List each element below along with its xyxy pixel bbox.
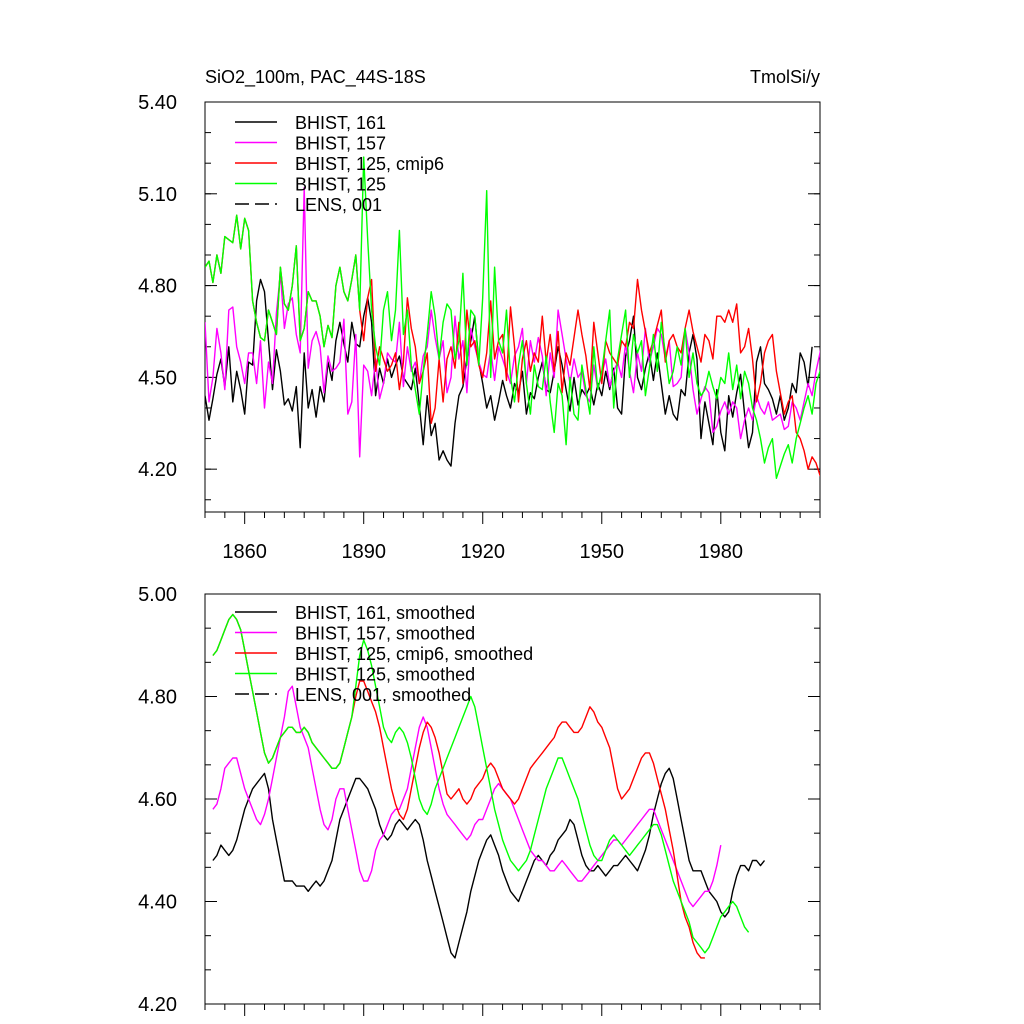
y-tick-label: 4.80 bbox=[138, 276, 177, 298]
y-tick-label: 4.80 bbox=[138, 687, 177, 709]
legend-label: LENS, 001, smoothed bbox=[295, 685, 471, 705]
x-tick-label: 1860 bbox=[222, 541, 267, 563]
y-tick-label: 4.40 bbox=[138, 892, 177, 914]
y-tick-label: 5.40 bbox=[138, 92, 177, 114]
series-line-4 bbox=[205, 156, 820, 479]
series-line-4 bbox=[212, 613, 750, 954]
x-tick-label: 1890 bbox=[341, 541, 386, 563]
top-title-left: SiO2_100m, PAC_44S-18S bbox=[205, 67, 426, 88]
top-plot-area: 4.20 4.50 4.80 5.10 5.40 1860 1890 1920 1950 1980… bbox=[138, 92, 821, 563]
y-tick-label: 4.20 bbox=[138, 994, 177, 1016]
x-tick-label: 1980 bbox=[699, 541, 744, 563]
legend-label: BHIST, 125, cmip6, smoothed bbox=[295, 644, 533, 664]
x-tick-label: 1920 bbox=[460, 541, 505, 563]
top-panel: SiO2_100m, PAC_44S-18S TmolSi/y 4.20 4.50… bbox=[138, 67, 821, 563]
series-line-1 bbox=[212, 767, 766, 959]
y-tick-label: 4.50 bbox=[138, 367, 177, 389]
plot-frame bbox=[204, 101, 821, 513]
bottom-plot-area: 4.20 4.40 4.60 4.80 5.00 BHIST, 161, smoothed… bbox=[138, 584, 821, 1016]
bottom-panel: 4.20 4.40 4.60 4.80 5.00 BHIST, 161, smoothed… bbox=[138, 584, 821, 1016]
y-tick-label: 5.00 bbox=[138, 584, 177, 606]
y-tick-label: 5.10 bbox=[138, 184, 177, 206]
legend-label: BHIST, 125, cmip6 bbox=[295, 154, 444, 174]
legend-label: LENS, 001 bbox=[295, 195, 382, 215]
y-tick-label: 4.20 bbox=[138, 459, 177, 481]
x-tick-label: 1950 bbox=[580, 541, 625, 563]
series-line-2 bbox=[212, 685, 722, 908]
legend-label: BHIST, 157, smoothed bbox=[295, 624, 475, 644]
series-line-1 bbox=[205, 278, 813, 467]
legend-label: BHIST, 125 bbox=[295, 175, 386, 195]
legend-label: BHIST, 161, smoothed bbox=[295, 603, 475, 623]
y-tick-label: 4.60 bbox=[138, 789, 177, 811]
top-title-right: TmolSi/y bbox=[750, 67, 820, 87]
legend-label: BHIST, 125, smoothed bbox=[295, 665, 475, 685]
legend-label: BHIST, 161 bbox=[295, 113, 386, 133]
legend-label: BHIST, 157 bbox=[295, 134, 386, 154]
series-line-2 bbox=[205, 186, 820, 458]
